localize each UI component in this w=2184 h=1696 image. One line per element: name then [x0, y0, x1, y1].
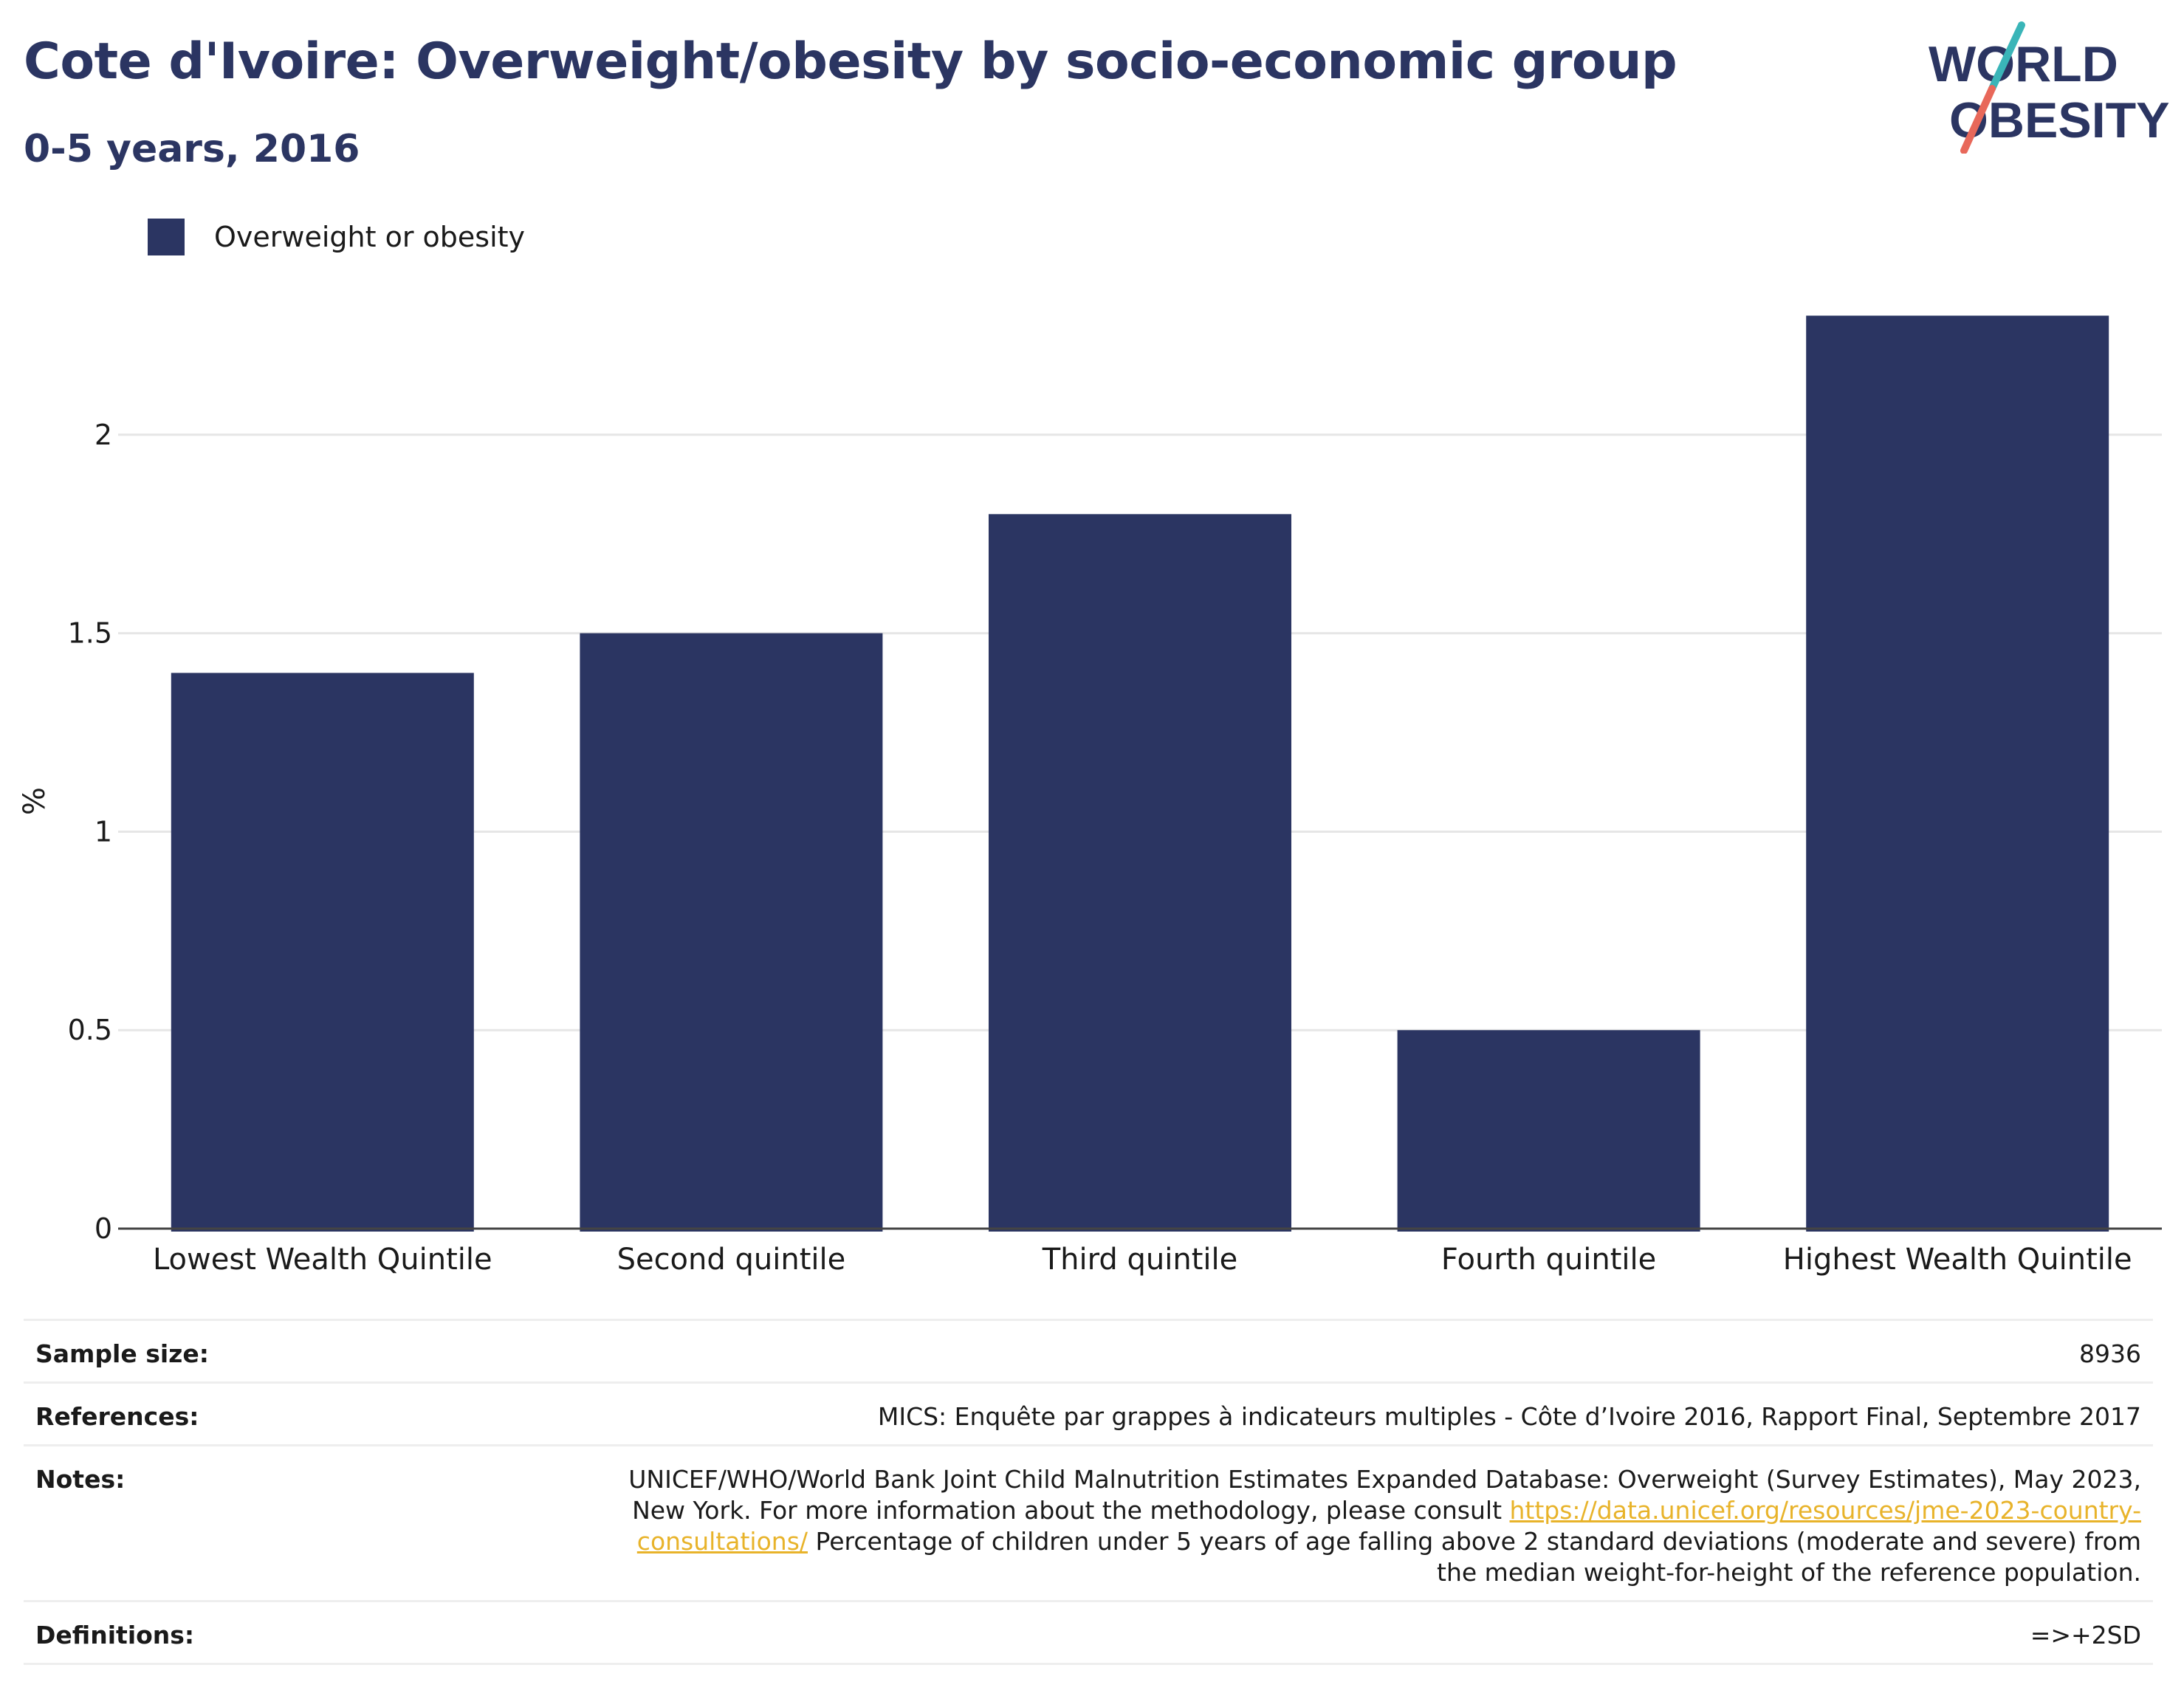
x-tick-labels: Lowest Wealth Quintile Second quintile Thi… — [153, 1243, 2132, 1277]
bar — [171, 673, 474, 1232]
logo-graphic: WORLD OBESITY — [1929, 21, 2170, 154]
references-label: References: — [35, 1402, 199, 1431]
y-tick-label: 2 — [95, 419, 112, 451]
x-tick-label: Highest Wealth Quintile — [1783, 1243, 2132, 1277]
y-tick-label: 1.5 — [68, 617, 112, 650]
x-tick-label: Lowest Wealth Quintile — [153, 1243, 492, 1277]
y-tick-label: 1 — [95, 815, 112, 848]
chart-subtitle: 0-5 years, 2016 — [24, 127, 360, 171]
info-table: Sample size: 8936 References: MICS: Enqu… — [24, 1319, 2153, 1665]
chart-legend: Overweight or obesity — [148, 219, 525, 255]
world-obesity-logo: WORLD OBESITY — [1920, 21, 2171, 154]
notes-label: Notes: — [35, 1465, 126, 1494]
logo-text-world: WORLD — [1929, 36, 2118, 92]
y-axis-label: % — [18, 787, 52, 815]
chart-title: Cote d'Ivoire: Overweight/obesity by soc… — [24, 32, 1678, 91]
methodology-link[interactable]: https://data.unicef.org/resources/jme-20… — [636, 1496, 2141, 1556]
y-tick-label: 0.5 — [68, 1014, 112, 1046]
notes-text-after: Percentage of children under 5 years of … — [808, 1527, 2142, 1587]
bars — [171, 315, 2109, 1232]
x-tick-label: Third quintile — [1042, 1243, 1237, 1277]
info-row-references: References: MICS: Enquête par grappes à … — [24, 1381, 2153, 1444]
bar — [1806, 315, 2109, 1232]
info-row-sample-size: Sample size: 8936 — [24, 1319, 2153, 1381]
y-tick-labels: 0 0.5 1 1.5 2 — [68, 419, 112, 1245]
x-tick-label: Second quintile — [617, 1243, 846, 1277]
notes-text-before: UNICEF/WHO/World Bank Joint Child Malnut… — [628, 1465, 2141, 1525]
sample-size-label: Sample size: — [35, 1339, 209, 1368]
bar — [580, 633, 883, 1232]
logo-slash-top — [1988, 21, 2025, 92]
bar — [1397, 1030, 1700, 1232]
references-value: MICS: Enquête par grappes à indicateurs … — [877, 1402, 2141, 1431]
bar-chart: 0 0.5 1 1.5 2 Lowest Wealth Quintile Second q… — [18, 315, 2162, 1277]
definitions-value: =>+2SD — [2030, 1621, 2141, 1649]
y-tick-label: 0 — [95, 1212, 112, 1245]
info-row-definitions: Definitions: =>+2SD — [24, 1600, 2153, 1665]
logo-slash-bottom — [1960, 85, 1996, 154]
notes-value: UNICEF/WHO/World Bank Joint Child Malnut… — [591, 1464, 2141, 1588]
info-row-notes: Notes: UNICEF/WHO/World Bank Joint Child… — [24, 1444, 2153, 1600]
definitions-label: Definitions: — [35, 1621, 195, 1649]
sample-size-value: 8936 — [2079, 1339, 2141, 1368]
x-tick-label: Fourth quintile — [1441, 1243, 1656, 1277]
legend-swatch — [148, 219, 185, 255]
bar — [989, 514, 1291, 1232]
legend-label: Overweight or obesity — [214, 221, 526, 253]
